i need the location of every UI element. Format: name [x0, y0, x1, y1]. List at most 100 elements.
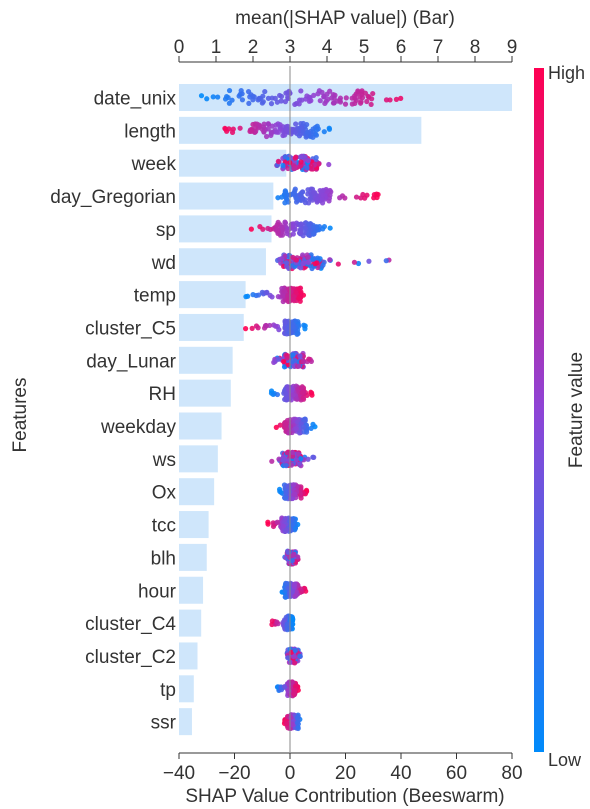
bar-ssr	[179, 708, 192, 736]
swarm-point	[290, 254, 296, 260]
colorbar	[534, 68, 544, 752]
swarm-point	[257, 224, 263, 230]
swarm-point	[280, 162, 286, 169]
swarm-point	[308, 195, 314, 201]
swarm-point	[293, 257, 299, 263]
swarm-point	[308, 163, 314, 169]
bar-day_Lunar	[179, 346, 233, 374]
swarm-point	[288, 224, 294, 231]
swarm-point	[304, 165, 310, 171]
swarm-point	[275, 195, 281, 201]
swarm-point	[300, 195, 306, 202]
swarm-point	[292, 687, 298, 693]
swarm-point	[283, 391, 289, 397]
swarm-point	[288, 126, 294, 132]
swarm-point	[263, 323, 269, 329]
swarm-point	[283, 422, 289, 428]
swarm-point	[269, 618, 275, 624]
swarm-point	[296, 430, 303, 436]
swarm-point	[283, 126, 289, 132]
swarm-point	[224, 93, 230, 100]
swarm-point	[337, 195, 343, 201]
top-tick-label: 7	[433, 37, 444, 58]
swarm-point	[272, 95, 278, 101]
feature-label-hour: hour	[138, 581, 177, 602]
swarm-point	[285, 655, 291, 661]
feature-label-cluster_C2: cluster_C2	[85, 647, 176, 668]
swarm-point	[274, 684, 281, 690]
swarm-point	[282, 132, 288, 138]
swarm-point	[275, 356, 282, 362]
swarm-point	[321, 223, 328, 230]
swarm-point	[327, 225, 333, 231]
swarm-point	[326, 126, 333, 132]
bottom-tick-label: −20	[218, 763, 250, 784]
bottom-tick-label: 40	[390, 763, 411, 784]
swarm-point	[364, 98, 370, 105]
swarm-hour	[279, 580, 309, 600]
feature-label-cluster_C4: cluster_C4	[85, 614, 176, 635]
swarm-point	[248, 226, 254, 232]
swarm-point	[289, 449, 296, 456]
swarm-point	[310, 224, 317, 230]
bottom-tick-label: 20	[335, 763, 356, 784]
swarm-day_Lunar	[271, 350, 314, 370]
swarm-point	[314, 196, 321, 202]
swarm-point	[285, 94, 291, 101]
swarm-point	[296, 286, 302, 292]
swarm-point	[295, 554, 301, 560]
feature-label-length: length	[124, 121, 176, 142]
bar-Ox	[179, 478, 215, 506]
feature-label-tcc: tcc	[152, 516, 176, 537]
swarm-point	[300, 252, 306, 258]
swarm-point	[283, 528, 289, 534]
swarm-point	[284, 581, 290, 587]
swarm-point	[296, 363, 302, 369]
swarm-point	[269, 458, 275, 464]
swarm-point	[292, 101, 298, 108]
bottom-tick-label: 80	[501, 763, 522, 784]
swarm-point	[273, 122, 279, 128]
swarm-point	[291, 691, 297, 698]
swarm-point	[288, 386, 294, 393]
swarm-point	[312, 261, 318, 267]
bar-temp	[179, 281, 246, 309]
swarm-point	[296, 133, 303, 139]
swarm-point	[250, 97, 256, 103]
swarm-point	[326, 198, 332, 204]
swarm-point	[210, 94, 216, 100]
swarm-point	[316, 161, 322, 167]
swarm-point	[295, 724, 301, 730]
swarm-point	[320, 262, 326, 268]
swarm-point	[283, 260, 290, 266]
swarm-point	[310, 231, 316, 237]
swarm-point	[274, 391, 281, 398]
swarm-point	[297, 460, 303, 466]
swarm-point	[358, 99, 364, 105]
swarm-point	[310, 421, 316, 427]
swarm-point	[282, 253, 288, 259]
swarm-point	[279, 256, 285, 262]
swarm-point	[362, 195, 368, 201]
swarm-point	[283, 189, 289, 195]
bar-wd	[179, 248, 266, 276]
feature-label-RH: RH	[149, 384, 176, 405]
swarm-point	[283, 194, 289, 200]
swarm-point	[323, 98, 329, 104]
swarm-point	[246, 100, 252, 107]
swarm-point	[351, 259, 358, 265]
swarm-point	[305, 158, 311, 164]
feature-label-cluster_C5: cluster_C5	[85, 318, 176, 339]
swarm-point	[298, 125, 304, 131]
swarm-point	[279, 194, 285, 200]
bar-tcc	[179, 511, 209, 539]
swarm-tp	[274, 679, 301, 699]
top-tick-label: 6	[396, 37, 407, 58]
swarm-point	[249, 128, 255, 134]
swarm-point	[274, 99, 280, 105]
swarm-point	[226, 126, 232, 132]
bar-RH	[179, 379, 231, 407]
swarm-point	[305, 254, 311, 260]
swarm-point	[296, 97, 303, 103]
